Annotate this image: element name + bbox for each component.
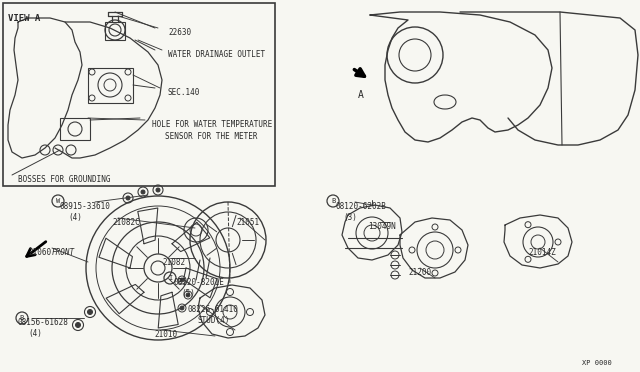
Text: XP 0000: XP 0000 (582, 360, 612, 366)
Circle shape (126, 196, 130, 200)
Text: (4): (4) (68, 213, 82, 222)
Text: (5): (5) (181, 289, 195, 298)
Text: W: W (56, 198, 60, 204)
Circle shape (180, 306, 184, 310)
Text: 21010: 21010 (154, 330, 177, 339)
Text: I: I (168, 275, 172, 281)
Text: 08120-8201E: 08120-8201E (173, 278, 224, 287)
Bar (88, 68, 133, 103)
Circle shape (88, 310, 93, 314)
Text: 21200: 21200 (408, 268, 431, 277)
Text: 21060: 21060 (28, 248, 51, 257)
Text: 21051: 21051 (236, 218, 259, 227)
Text: 21082: 21082 (162, 258, 185, 267)
Text: 22630: 22630 (168, 28, 191, 37)
Text: SEC.140: SEC.140 (168, 88, 200, 97)
Bar (3, 3, 275, 186)
Circle shape (156, 188, 160, 192)
Text: B: B (20, 315, 24, 321)
Text: VIEW A: VIEW A (8, 14, 40, 23)
Bar (105, 22, 125, 40)
Circle shape (141, 190, 145, 194)
Bar (60, 118, 90, 140)
Text: 21082C: 21082C (112, 218, 140, 227)
Text: 13049N: 13049N (368, 222, 396, 231)
Text: WATER DRAINAGE OUTLET: WATER DRAINAGE OUTLET (168, 50, 265, 59)
Text: B: B (331, 198, 335, 204)
Text: 08915-33610: 08915-33610 (60, 202, 111, 211)
Text: (3): (3) (343, 213, 357, 222)
Circle shape (180, 278, 184, 282)
Circle shape (76, 323, 81, 327)
Text: STUD(4): STUD(4) (198, 316, 230, 325)
Text: HOLE FOR WATER TEMPERATURE: HOLE FOR WATER TEMPERATURE (152, 120, 272, 129)
Text: BOSSES FOR GROUNDING: BOSSES FOR GROUNDING (18, 175, 111, 184)
Circle shape (186, 293, 190, 297)
Text: SENSOR FOR THE METER: SENSOR FOR THE METER (165, 132, 257, 141)
Text: (4): (4) (28, 329, 42, 338)
Text: A: A (358, 90, 364, 100)
Text: 08226-61410: 08226-61410 (188, 305, 239, 314)
Text: 08156-61628: 08156-61628 (18, 318, 69, 327)
Text: FRONT: FRONT (52, 248, 75, 257)
Text: 08120-6202B: 08120-6202B (335, 202, 386, 211)
Text: 21014Z: 21014Z (528, 248, 556, 257)
